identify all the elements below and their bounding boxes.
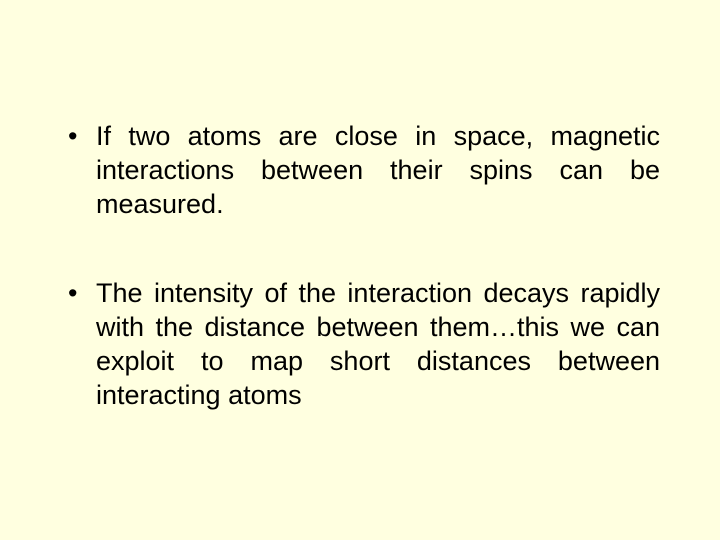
bullet-item: If two atoms are close in space, magneti… bbox=[60, 120, 660, 221]
bullet-item: The intensity of the interaction decays … bbox=[60, 277, 660, 412]
bullet-text: If two atoms are close in space, magneti… bbox=[96, 121, 660, 219]
bullet-text: The intensity of the interaction decays … bbox=[96, 278, 660, 409]
bullet-list: If two atoms are close in space, magneti… bbox=[60, 120, 660, 412]
